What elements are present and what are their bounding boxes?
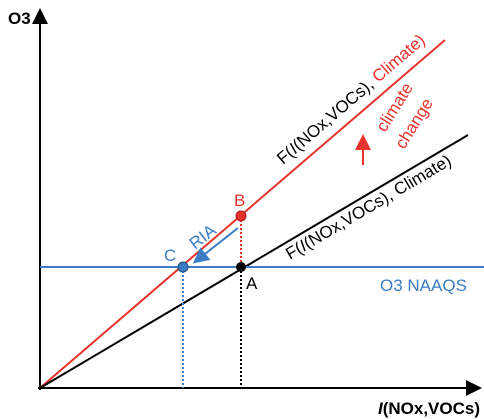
point-c-label: C [164,246,176,265]
x-label-italic: I [378,399,384,418]
naaqs-label: O3 NAAQS [380,276,467,295]
point-c [177,261,189,273]
point-a [236,262,246,272]
point-a-label: A [246,274,258,293]
label-part: Climate) [368,30,428,86]
point-b [235,210,247,222]
x-axis-label: I(NOx,VOCs) [378,399,480,418]
ria-arrow [192,227,239,264]
y-axis-label: O3 [8,9,31,28]
ria-label: RIA [186,220,221,253]
baseline-line [39,134,469,389]
label-part: (NOx,VOCs), [300,183,400,253]
x-label-rest: (NOx,VOCs) [383,399,480,418]
baseline-curve-label: F(I(NOx,VOCs), Climate) [282,151,454,264]
point-b-label: B [234,191,245,210]
label-part: (NOx,VOCs), [289,72,381,155]
